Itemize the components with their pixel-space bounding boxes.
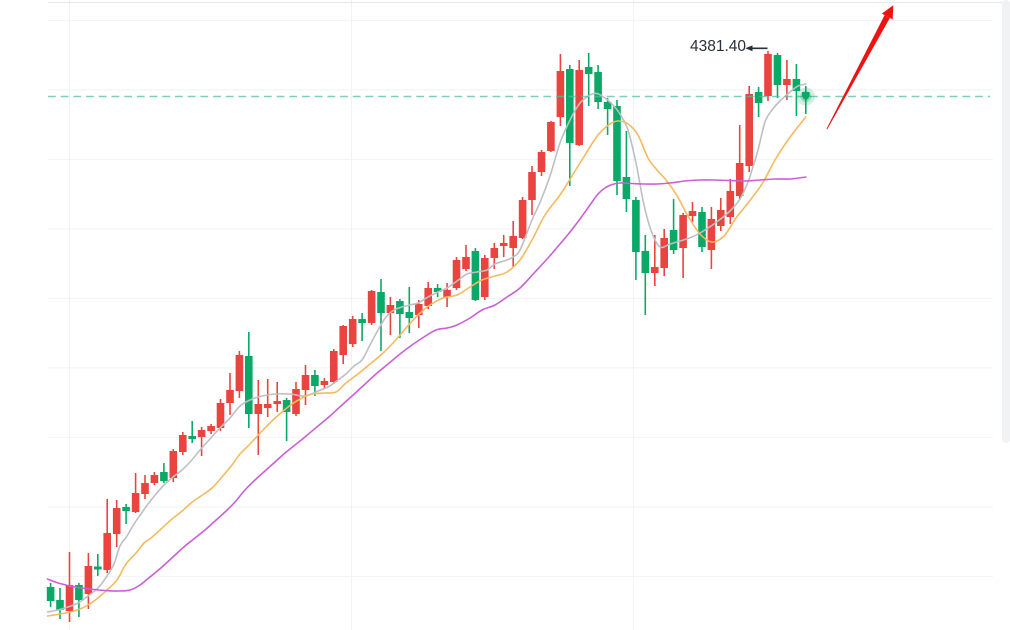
svg-text:4381.40: 4381.40 [690,38,746,55]
